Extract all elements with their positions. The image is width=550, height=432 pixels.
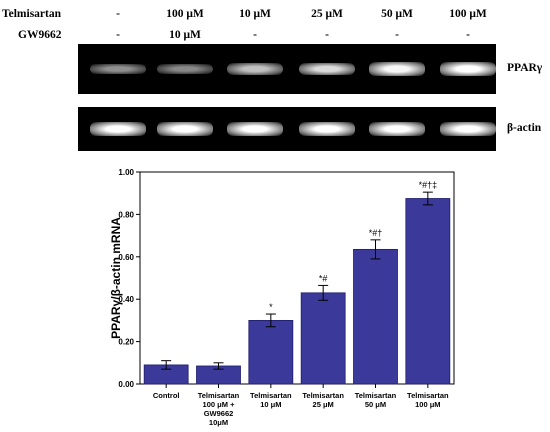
x-tick-label-line: Telmisartan (250, 391, 292, 400)
treatment-value: - (116, 8, 120, 20)
y-tick-label: 0.80 (118, 210, 134, 219)
treatment-value: 25 μM (311, 8, 343, 20)
x-tick-label-line: Telmisartan (302, 391, 344, 400)
x-tick-label-line: 100 μM (415, 400, 440, 409)
gel-band (227, 63, 283, 75)
x-labels: Control Telmisartan 100 μM + GW9662 10μMTelm… (153, 384, 449, 427)
x-tick-label-line: GW9662 (204, 409, 234, 418)
gel-band (157, 122, 213, 136)
bar-chart: PPARγ/β-actin mRNA 0.00 0.20 0.40 0.60 0.80 1… (109, 168, 455, 427)
x-tick-label: Telmisartan 100 μM + GW9662 10μM (198, 391, 240, 427)
x-tick-label-line: Telmisartan (407, 391, 449, 400)
x-tick-label-line: Telmisartan (355, 391, 397, 400)
treatment-value: 100 μM (449, 8, 487, 20)
bar (300, 292, 346, 385)
treatment-value: - (325, 29, 329, 41)
gel-band (227, 122, 283, 136)
treatment-value: - (395, 29, 399, 41)
treatment-value: - (466, 29, 470, 41)
significance-label: *#†‡ (419, 180, 438, 190)
gel-band (90, 64, 146, 74)
x-tick-label-line: 100 μM + (203, 400, 236, 409)
plot-frame (139, 171, 455, 385)
x-tick-label: Telmisartan 100 μM (407, 391, 449, 409)
treatment-value: 10 μM (239, 8, 271, 20)
x-tick-label-line: 50 μM (365, 400, 386, 409)
gel-band (299, 62, 355, 76)
y-tick-label: 1.00 (118, 168, 134, 177)
x-tick-label-line: Control (153, 391, 180, 400)
treatment-row-label: Telmisartan (2, 8, 61, 20)
treatment-value: 100 μM (166, 8, 204, 20)
treatment-value: - (253, 29, 257, 41)
significance-label: * (269, 302, 273, 312)
gel-band (369, 122, 425, 136)
gel-panel (78, 44, 496, 94)
gel-label: β-actin (507, 122, 542, 134)
gel-band (157, 64, 213, 74)
bar (248, 319, 294, 385)
bar (405, 198, 451, 385)
x-tick-label: Telmisartan 10 μM (250, 391, 292, 409)
treatment-value: 10 μM (169, 29, 201, 41)
x-tick-label: Telmisartan 25 μM (302, 391, 344, 409)
gel-band (369, 62, 425, 76)
y-ticks: 0.00 0.20 0.40 0.60 0.80 1.00 (118, 168, 140, 389)
x-tick-label-line: 10μM (209, 418, 228, 427)
y-tick-label: 0.20 (118, 338, 134, 347)
x-tick-label-line: 10 μM (260, 400, 281, 409)
gel-panel (78, 107, 496, 151)
x-tick-label-line: 25 μM (313, 400, 334, 409)
treatment-value: - (116, 29, 120, 41)
y-tick-label: 0.60 (118, 253, 134, 262)
bar (353, 248, 398, 385)
treatment-row-label: GW9662 (18, 29, 62, 41)
gel-band (299, 122, 355, 136)
gel-band (90, 122, 146, 136)
x-tick-label-line: Telmisartan (198, 391, 240, 400)
bars: * *# *#† *#†‡ (143, 180, 451, 385)
y-axis-label: PPARγ/β-actin mRNA (109, 217, 123, 339)
x-tick-label: Telmisartan 50 μM (355, 391, 397, 409)
significance-label: *#† (369, 228, 383, 238)
x-tick-label: Control (153, 391, 180, 400)
y-tick-label: 0.40 (118, 295, 134, 304)
treatment-value: 50 μM (381, 8, 413, 20)
gel-band (440, 62, 496, 76)
gel-label: PPARγ (507, 62, 543, 74)
significance-label: *# (319, 273, 328, 283)
gel-band (440, 122, 496, 136)
y-tick-label: 0.00 (118, 380, 134, 389)
